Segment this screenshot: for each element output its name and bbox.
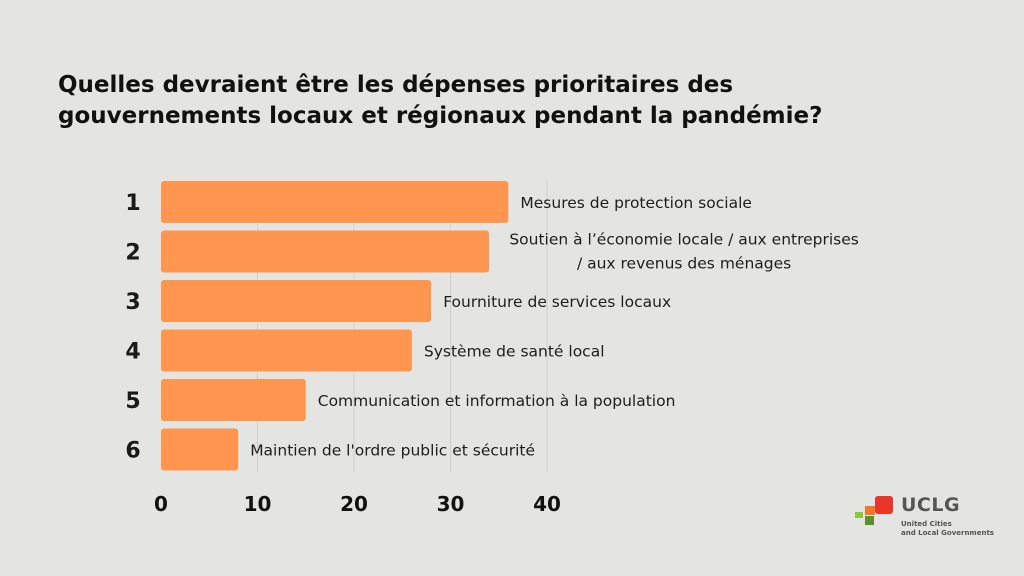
bar-6: [161, 428, 239, 471]
x-tick-label: 20: [340, 492, 368, 516]
rank-label-2: 2: [125, 241, 140, 266]
bar-3: [161, 280, 432, 322]
rank-label-3: 3: [125, 290, 140, 315]
uclg-logo-subtitle: United Cities and Local Governments: [901, 520, 1011, 538]
bar-1: [161, 181, 509, 223]
uclg-logo-subtitle-line-2: and Local Governments: [901, 529, 994, 537]
chart-title-line-2: gouvernements locaux et régionaux pendan…: [58, 103, 823, 129]
category-label-line: / aux revenus des ménages: [577, 255, 791, 273]
category-label-2: Soutien à l’économie locale / aux entrep…: [509, 231, 859, 273]
category-label-6: Maintien de l'ordre public et sécurité: [250, 442, 535, 460]
rank-label-1: 1: [125, 191, 140, 216]
chart-title-line-1: Quelles devraient être les dépenses prio…: [58, 72, 734, 98]
uclg-logo-mark-icon: [855, 496, 893, 525]
category-label-4: Système de santé local: [424, 343, 605, 361]
uclg-logo-subtitle-line-1: United Cities: [901, 520, 952, 528]
x-tick-label: 40: [533, 492, 561, 516]
chart-title: Quelles devraient être les dépenses prio…: [58, 70, 958, 132]
x-tick-label: 10: [244, 492, 272, 516]
category-label-1: Mesures de protection sociale: [520, 194, 752, 212]
bar-5: [161, 379, 306, 421]
bar-2: [161, 230, 490, 273]
rank-label-4: 4: [125, 340, 140, 365]
rank-label-5: 5: [125, 389, 140, 414]
rank-label-6: 6: [125, 439, 140, 464]
category-label-5: Communication et information à la popula…: [318, 392, 676, 410]
category-label-3: Fourniture de services locaux: [443, 293, 671, 311]
uclg-logo: UCLG United Cities and Local Governments: [853, 492, 1003, 542]
x-tick-label: 30: [437, 492, 465, 516]
bar-4: [161, 329, 412, 372]
category-label-line: Soutien à l’économie locale / aux entrep…: [509, 231, 859, 249]
uclg-logo-word: UCLG: [901, 494, 961, 516]
x-tick-label: 0: [154, 492, 168, 516]
